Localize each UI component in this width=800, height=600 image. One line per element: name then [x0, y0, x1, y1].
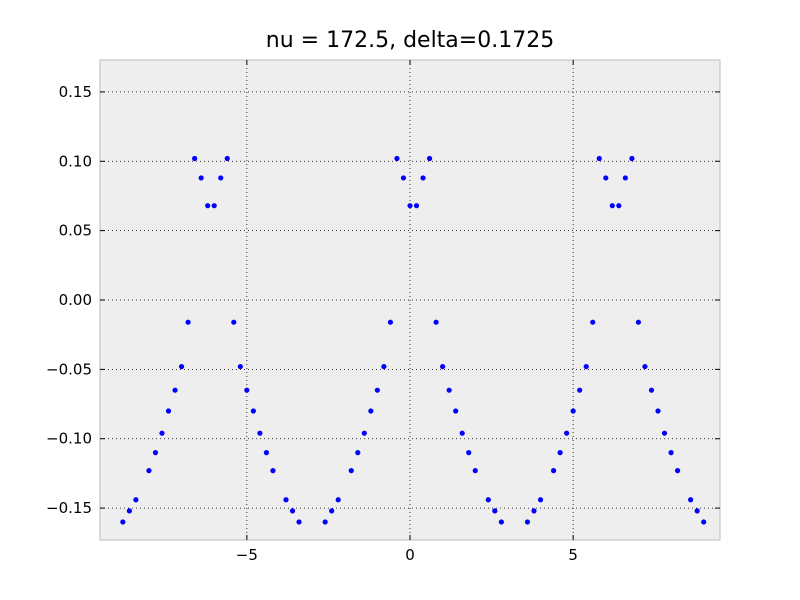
data-point — [701, 519, 707, 525]
y-tick-label: 0.05 — [59, 222, 92, 240]
data-point — [237, 363, 243, 370]
data-point — [263, 450, 270, 456]
data-point — [198, 175, 204, 181]
data-point — [537, 497, 544, 503]
y-tick-label: −0.05 — [46, 360, 92, 378]
data-point — [550, 468, 557, 474]
data-point — [218, 175, 224, 181]
data-point — [244, 387, 250, 393]
data-point — [661, 430, 668, 436]
data-point — [420, 175, 426, 181]
data-point — [655, 408, 661, 414]
data-point — [270, 468, 276, 474]
y-tick-label: 0.10 — [59, 152, 92, 170]
data-point — [120, 519, 126, 525]
data-point — [564, 430, 570, 436]
data-point — [440, 363, 446, 370]
data-point — [583, 363, 589, 370]
data-point — [590, 319, 596, 325]
data-point — [531, 508, 537, 514]
data-point — [629, 155, 635, 162]
data-point — [146, 468, 152, 474]
data-point — [178, 363, 185, 370]
data-point — [257, 430, 263, 436]
data-point — [172, 387, 178, 393]
data-point — [329, 508, 335, 514]
data-point — [400, 175, 407, 181]
y-tick-label: 0.15 — [59, 83, 92, 101]
data-point — [296, 519, 302, 525]
data-point — [635, 319, 642, 325]
data-point — [205, 203, 211, 209]
data-point — [603, 175, 609, 181]
data-point — [224, 155, 230, 162]
data-point — [426, 155, 433, 162]
data-point — [374, 387, 380, 393]
data-point — [152, 450, 159, 456]
data-point — [433, 319, 439, 325]
data-point — [557, 450, 563, 456]
data-point — [616, 203, 622, 209]
y-tick-label: −0.10 — [46, 430, 92, 448]
data-point — [492, 508, 498, 514]
data-point — [577, 387, 583, 393]
data-point — [185, 319, 191, 325]
y-tick-label: 0.00 — [59, 291, 92, 309]
data-point — [668, 450, 674, 456]
data-point — [211, 203, 217, 209]
data-point — [387, 319, 394, 325]
data-point — [165, 408, 172, 414]
data-point — [596, 155, 602, 162]
data-point — [133, 497, 139, 503]
y-tick-label: −0.15 — [46, 499, 92, 517]
x-tick-label: −5 — [236, 546, 258, 564]
x-tick-label: 0 — [405, 546, 415, 564]
data-point — [570, 408, 576, 414]
data-point — [348, 468, 354, 474]
data-point — [283, 497, 289, 503]
data-point — [642, 363, 648, 370]
data-point — [231, 319, 237, 325]
data-point — [459, 430, 465, 436]
data-point — [524, 519, 531, 525]
data-point — [361, 430, 367, 436]
data-point — [485, 497, 491, 503]
data-point — [159, 430, 165, 436]
data-point — [250, 408, 256, 414]
data-point — [466, 450, 472, 456]
data-point — [368, 408, 374, 414]
data-point — [694, 508, 700, 514]
chart-title: nu = 172.5, delta=0.1725 — [265, 28, 555, 53]
data-point — [355, 450, 361, 456]
data-point — [688, 497, 694, 503]
data-point — [648, 387, 655, 393]
data-point — [674, 468, 681, 474]
data-point — [498, 519, 504, 525]
data-point — [289, 508, 296, 514]
data-point — [472, 468, 478, 474]
data-point — [126, 508, 132, 514]
x-tick-label: 5 — [568, 546, 578, 564]
data-point — [407, 203, 413, 209]
data-point — [394, 155, 400, 162]
data-point — [609, 203, 615, 209]
data-point — [322, 519, 328, 525]
data-point — [622, 175, 628, 181]
data-point — [446, 387, 452, 393]
data-point — [413, 203, 420, 209]
data-point — [453, 408, 459, 414]
data-point — [335, 497, 341, 503]
data-point — [381, 363, 387, 370]
data-point — [192, 155, 198, 162]
